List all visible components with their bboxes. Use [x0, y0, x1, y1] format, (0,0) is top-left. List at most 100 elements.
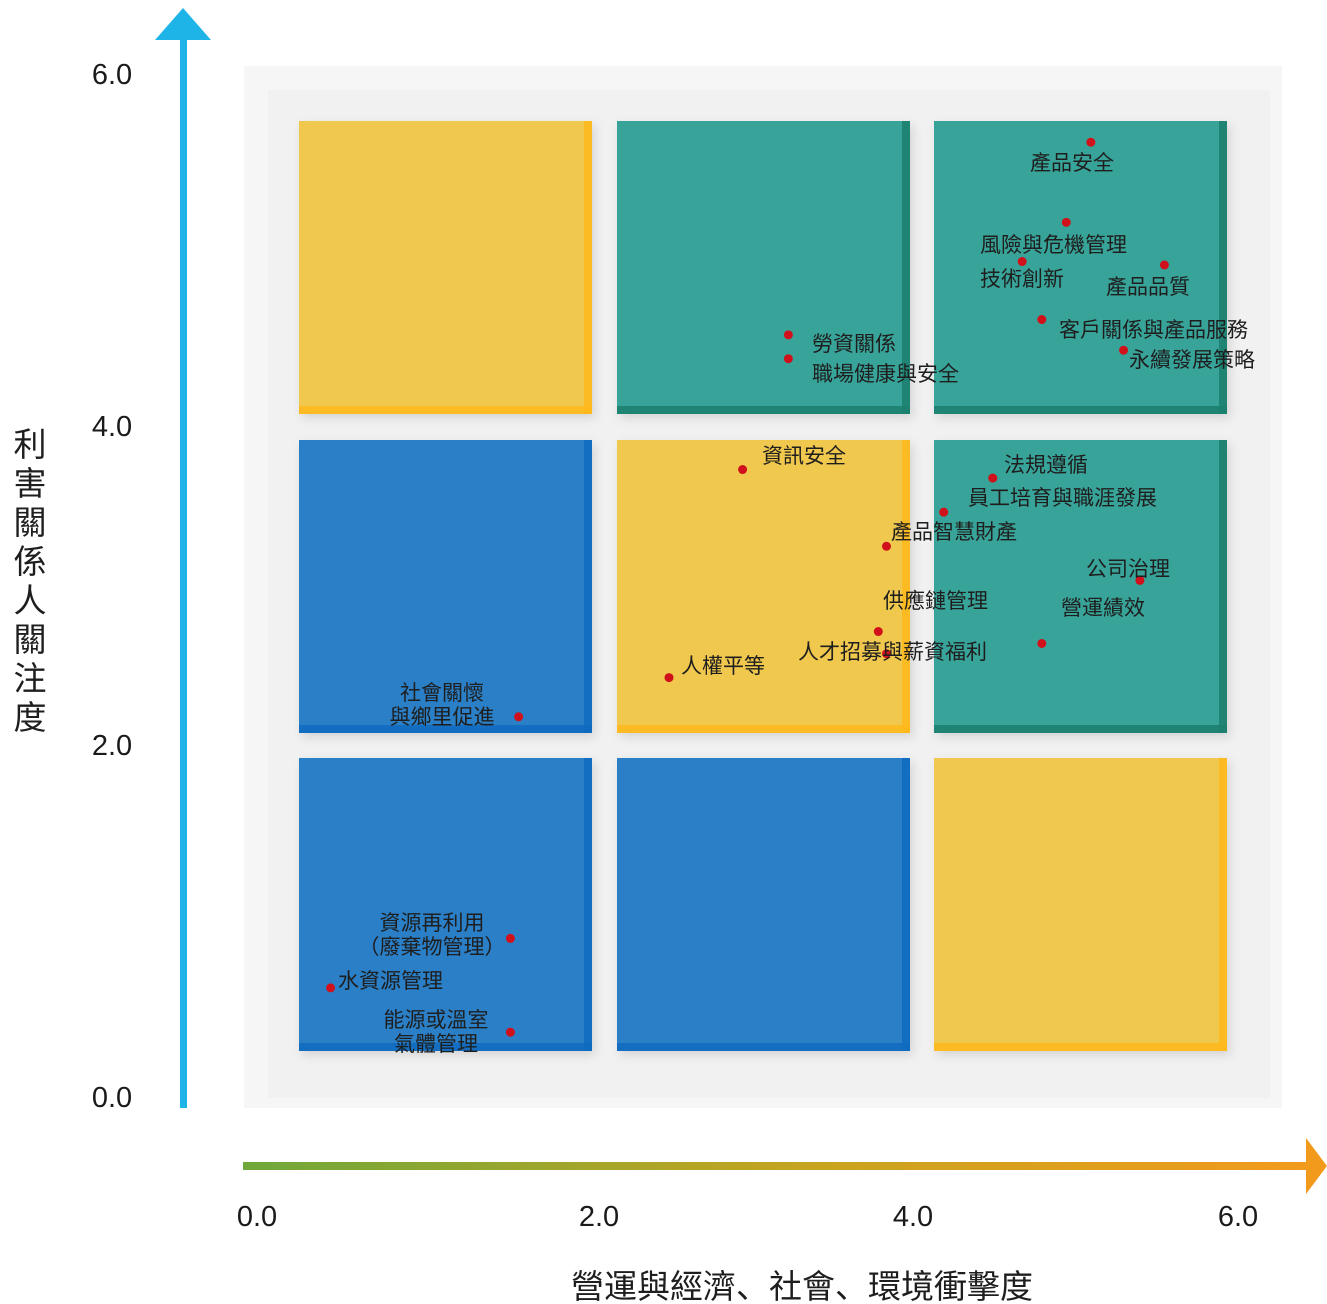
point-label: 技術創新 — [980, 267, 1064, 291]
point-label: 永續發展策略 — [1129, 348, 1255, 372]
quadrant-edge — [902, 440, 910, 733]
point-label: 供應鏈管理 — [883, 589, 988, 613]
x-axis-title: 營運與經濟、社會、環境衝擊度 — [571, 1267, 1033, 1304]
y-tick-label: 2.0 — [92, 730, 132, 762]
quadrant-edge — [299, 406, 592, 414]
data-point: 資訊安全 — [738, 444, 846, 475]
quadrant-2-0 — [299, 758, 592, 1051]
point-label: 勞資關係 — [812, 332, 896, 356]
data-point: 人才招募與薪資福利 — [798, 640, 987, 664]
quadrant-0-2 — [934, 121, 1227, 414]
y-tick-labels: 0.0 2.0 4.0 6.0 — [92, 59, 132, 1114]
quadrant-edge — [902, 758, 910, 1051]
point-label: 資源再利用（廢棄物管理） — [359, 911, 506, 959]
x-tick-label: 2.0 — [579, 1201, 619, 1233]
point-label: 員工培育與職涯發展 — [968, 486, 1157, 510]
data-point: 社會關懷與鄉里促進 — [390, 681, 524, 729]
data-point: 能源或溫室氣體管理 — [384, 1008, 515, 1056]
y-tick-label: 0.0 — [92, 1082, 132, 1114]
quadrant-2-2 — [934, 758, 1227, 1051]
x-tick-label: 0.0 — [237, 1201, 277, 1233]
point-label: 能源或溫室氣體管理 — [384, 1008, 489, 1056]
point-label: 產品智慧財產 — [891, 520, 1017, 544]
quadrant-edge — [934, 725, 1227, 733]
point-label: 水資源管理 — [338, 969, 443, 993]
point-marker — [783, 354, 793, 364]
point-marker — [881, 541, 891, 551]
point-marker — [1086, 137, 1096, 147]
point-label: 產品安全 — [1030, 151, 1114, 175]
point-marker — [505, 933, 515, 943]
y-axis-arrow — [155, 8, 211, 40]
data-point: 勞資關係 — [783, 330, 896, 356]
data-point: 產品品質 — [1106, 260, 1190, 299]
point-label: 職場健康與安全 — [812, 362, 959, 386]
quadrant-2-1 — [617, 758, 910, 1051]
data-point: 公司治理 — [1086, 557, 1170, 585]
data-point: 永續發展策略 — [1119, 345, 1255, 372]
point-marker — [738, 465, 748, 475]
point-label: 營運績效 — [1061, 596, 1145, 620]
point-label: 風險與危機管理 — [980, 233, 1127, 257]
y-axis-line — [180, 36, 187, 1108]
y-tick-label: 4.0 — [92, 411, 132, 443]
point-marker — [1119, 345, 1129, 355]
x-axis-line — [243, 1162, 1311, 1170]
quadrant-edge — [617, 406, 910, 414]
quadrant-edge — [584, 440, 592, 733]
data-point: 產品智慧財產 — [881, 520, 1017, 551]
y-tick-label: 6.0 — [92, 59, 132, 91]
point-marker — [1017, 257, 1027, 267]
point-label: 社會關懷與鄉里促進 — [390, 681, 495, 729]
quadrant-edge — [902, 121, 910, 414]
data-point: 供應鏈管理 — [873, 589, 988, 637]
point-marker — [514, 712, 524, 722]
data-point: 產品安全 — [1030, 137, 1114, 175]
point-label: 產品品質 — [1106, 275, 1190, 299]
quadrant-edge — [1219, 440, 1227, 733]
y-axis-title-char: 係 — [14, 542, 47, 581]
point-label: 資訊安全 — [762, 444, 846, 468]
point-label: 人才招募與薪資福利 — [798, 640, 987, 664]
point-marker — [664, 673, 674, 683]
point-marker — [1159, 260, 1169, 270]
quadrant-1-1 — [617, 440, 910, 733]
quadrant-edge — [617, 1043, 910, 1051]
quadrant-edge — [299, 725, 592, 733]
point-marker — [1061, 217, 1071, 227]
point-marker — [988, 473, 998, 483]
point-label: 人權平等 — [681, 654, 765, 678]
quadrant-grid — [299, 121, 1227, 1051]
quadrant-edge — [934, 1043, 1227, 1051]
point-marker — [873, 627, 883, 637]
point-marker — [881, 649, 891, 659]
data-point: 資源再利用（廢棄物管理） — [359, 911, 515, 959]
point-marker — [783, 330, 793, 340]
data-point: 風險與危機管理 — [980, 217, 1127, 257]
y-axis-title-char: 注 — [14, 659, 47, 698]
y-axis-title-char: 人 — [14, 581, 47, 620]
point-marker — [1037, 638, 1047, 648]
point-marker — [505, 1027, 515, 1037]
data-point: 營運績效 — [1037, 596, 1145, 648]
quadrant-0-0 — [299, 121, 592, 414]
point-marker — [939, 507, 949, 517]
quadrant-edge — [1219, 121, 1227, 414]
point-label: 客戶關係與產品服務 — [1059, 318, 1248, 342]
data-point: 水資源管理 — [326, 969, 443, 993]
point-label: 公司治理 — [1086, 557, 1170, 581]
quadrant-1-2 — [934, 440, 1227, 733]
y-axis-title-char: 害 — [14, 464, 47, 503]
point-marker — [326, 983, 336, 993]
y-axis-title-char: 利 — [14, 425, 47, 464]
point-marker — [1135, 575, 1145, 585]
quadrant-edge — [584, 758, 592, 1051]
quadrant-0-1 — [617, 121, 910, 414]
data-point: 客戶關係與產品服務 — [1037, 315, 1248, 342]
x-axis-arrow — [1306, 1138, 1327, 1194]
quadrant-edge — [617, 725, 910, 733]
quadrant-edge — [934, 406, 1227, 414]
y-axis-title-char: 關 — [14, 620, 47, 659]
